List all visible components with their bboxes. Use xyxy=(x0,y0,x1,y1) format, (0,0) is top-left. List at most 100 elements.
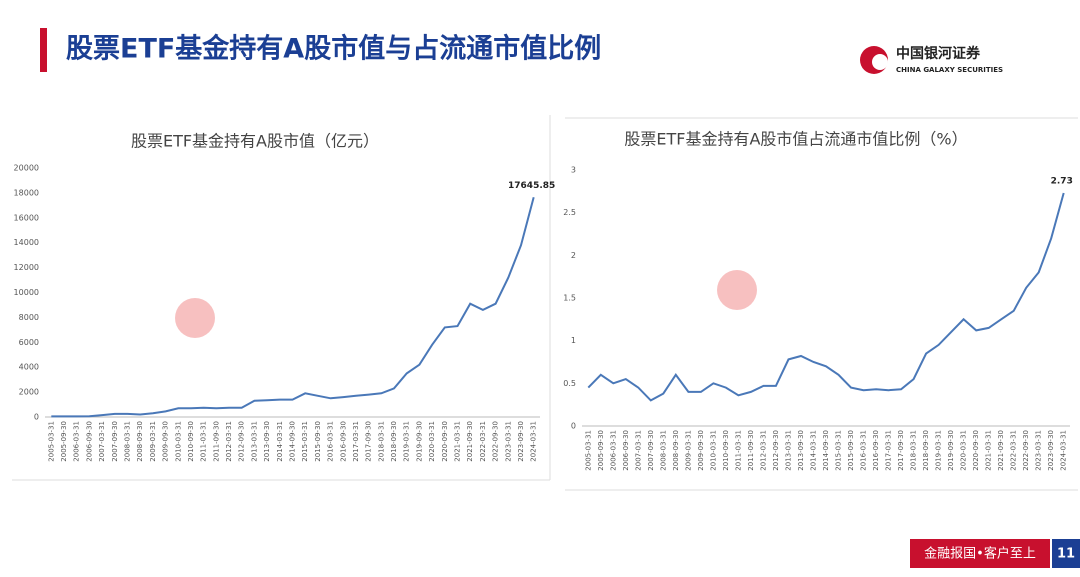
y-tick-label: 2 xyxy=(571,251,576,260)
x-tick-label: 2016-09-30 xyxy=(872,430,880,471)
y-tick-label: 14000 xyxy=(14,238,39,247)
x-tick-label: 2011-09-30 xyxy=(212,421,220,462)
title-bar xyxy=(40,28,47,72)
x-tick-label: 2021-09-30 xyxy=(997,430,1005,471)
x-tick-label: 2007-09-30 xyxy=(111,421,119,462)
x-tick-label: 2019-03-31 xyxy=(935,430,943,471)
x-tick-label: 2022-03-31 xyxy=(479,421,487,462)
x-tick-label: 2021-03-31 xyxy=(454,421,462,462)
logo-en: CHINA GALAXY SECURITIES xyxy=(896,66,1003,74)
y-tick-label: 2.5 xyxy=(563,208,576,217)
x-tick-label: 2013-09-30 xyxy=(263,421,271,462)
x-tick-label: 2006-03-31 xyxy=(73,421,81,462)
x-tick-label: 2023-09-30 xyxy=(1047,430,1055,471)
footer-box xyxy=(910,539,1050,568)
y-tick-label: 3 xyxy=(571,166,576,175)
y-tick-label: 20000 xyxy=(14,164,39,173)
x-tick-label: 2005-09-30 xyxy=(60,421,68,462)
x-tick-label: 2009-09-30 xyxy=(162,421,170,462)
x-tick-label: 2005-09-30 xyxy=(597,430,605,471)
chart-title: 股票ETF基金持有A股市值占流通市值比例（%） xyxy=(624,130,967,149)
x-tick-label: 2007-03-31 xyxy=(634,430,642,471)
y-tick-label: 10000 xyxy=(14,288,39,297)
y-tick-label: 2000 xyxy=(19,388,39,397)
x-tick-label: 2005-03-31 xyxy=(47,421,55,462)
y-tick-label: 18000 xyxy=(14,188,39,197)
y-tick-label: 0 xyxy=(571,422,576,431)
slide-title: 股票ETF基金持有A股市值与占流通市值比例 xyxy=(66,33,601,65)
x-tick-label: 2008-09-30 xyxy=(672,430,680,471)
x-tick-label: 2014-09-30 xyxy=(289,421,297,462)
x-tick-label: 2019-09-30 xyxy=(415,421,423,462)
x-tick-label: 2010-09-30 xyxy=(722,430,730,471)
x-tick-label: 2017-09-30 xyxy=(897,430,905,471)
chart-title: 股票ETF基金持有A股市值（亿元） xyxy=(131,132,379,151)
x-tick-label: 2012-03-31 xyxy=(225,421,233,462)
x-tick-label: 2016-03-31 xyxy=(327,421,335,462)
line xyxy=(51,197,535,418)
x-tick-label: 2012-09-30 xyxy=(772,430,780,471)
watermark-logo xyxy=(717,270,757,310)
x-tick-label: 2021-09-30 xyxy=(466,421,474,462)
y-tick-label: 0 xyxy=(34,413,39,422)
x-tick-label: 2022-09-30 xyxy=(1022,430,1030,471)
y-tick-label: 0.5 xyxy=(563,379,576,388)
x-tick-label: 2012-09-30 xyxy=(238,421,246,462)
x-tick-label: 2022-09-30 xyxy=(492,421,500,462)
x-tick-label: 2014-09-30 xyxy=(822,430,830,471)
x-tick-label: 2017-03-31 xyxy=(885,430,893,471)
x-tick-label: 2009-03-31 xyxy=(684,430,692,471)
x-tick-label: 2011-09-30 xyxy=(747,430,755,471)
x-tick-label: 2012-03-31 xyxy=(759,430,767,471)
x-tick-label: 2023-09-30 xyxy=(517,421,525,462)
x-tick-label: 2017-09-30 xyxy=(365,421,373,462)
y-tick-label: 16000 xyxy=(14,213,39,222)
x-tick-label: 2008-09-30 xyxy=(136,421,144,462)
x-tick-label: 2019-03-31 xyxy=(403,421,411,462)
y-tick-label: 1 xyxy=(571,336,576,345)
x-tick-label: 2020-09-30 xyxy=(972,430,980,471)
x-tick-label: 2024-03-31 xyxy=(530,421,538,462)
y-tick-label: 1.5 xyxy=(563,294,576,303)
x-tick-label: 2006-09-30 xyxy=(85,421,93,462)
footer-slogan: 金融报国•客户至上 xyxy=(924,546,1036,562)
x-tick-label: 2016-03-31 xyxy=(860,430,868,471)
logo-cn: 中国银河证券 xyxy=(896,45,981,62)
x-tick-label: 2018-03-31 xyxy=(910,430,918,471)
logo-icon xyxy=(872,54,888,70)
x-tick-label: 2017-03-31 xyxy=(352,421,360,462)
x-tick-label: 2020-03-31 xyxy=(428,421,436,462)
x-tick-label: 2005-03-31 xyxy=(584,430,592,471)
x-tick-label: 2011-03-31 xyxy=(734,430,742,471)
y-tick-label: 12000 xyxy=(14,263,39,272)
x-tick-label: 2008-03-31 xyxy=(659,430,667,471)
x-tick-label: 2009-09-30 xyxy=(697,430,705,471)
x-tick-label: 2019-09-30 xyxy=(947,430,955,471)
x-tick-label: 2008-03-31 xyxy=(124,421,132,462)
x-tick-label: 2016-09-30 xyxy=(339,421,347,462)
x-tick-label: 2013-09-30 xyxy=(797,430,805,471)
x-tick-label: 2020-03-31 xyxy=(960,430,968,471)
x-tick-label: 2013-03-31 xyxy=(784,430,792,471)
x-tick-label: 2011-03-31 xyxy=(200,421,208,462)
watermark-logo xyxy=(175,298,215,338)
y-tick-label: 6000 xyxy=(19,338,39,347)
x-tick-label: 2015-03-31 xyxy=(835,430,843,471)
line xyxy=(587,192,1065,402)
x-tick-label: 2018-09-30 xyxy=(922,430,930,471)
x-tick-label: 2009-03-31 xyxy=(149,421,157,462)
x-tick-label: 2013-03-31 xyxy=(250,421,258,462)
x-tick-label: 2020-09-30 xyxy=(441,421,449,462)
page-number: 11 xyxy=(1057,547,1075,562)
page-box xyxy=(1052,539,1080,568)
x-tick-label: 2024-03-31 xyxy=(1060,430,1068,471)
x-tick-label: 2007-09-30 xyxy=(647,430,655,471)
y-tick-label: 8000 xyxy=(19,313,39,322)
x-tick-label: 2018-09-30 xyxy=(390,421,398,462)
data-label: 17645.85 xyxy=(508,181,555,191)
x-tick-label: 2015-09-30 xyxy=(314,421,322,462)
x-tick-label: 2010-03-31 xyxy=(174,421,182,462)
x-tick-label: 2015-03-31 xyxy=(301,421,309,462)
data-label: 2.73 xyxy=(1051,177,1073,187)
x-tick-label: 2007-03-31 xyxy=(98,421,106,462)
